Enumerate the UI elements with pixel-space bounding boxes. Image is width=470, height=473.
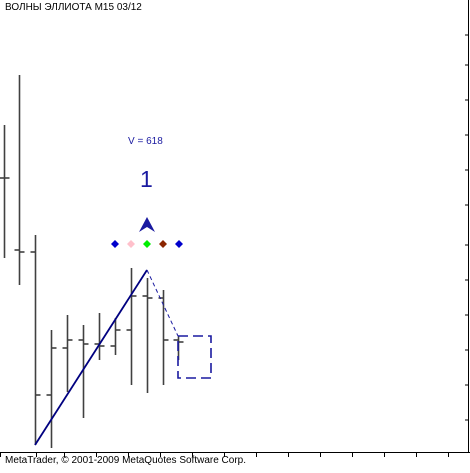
elliott-wave-line (34, 269, 148, 446)
wave-number-label: 1 (140, 166, 153, 192)
chart-title: ВОЛНЫ ЭЛЛИОТА M15 03/12 (5, 2, 142, 13)
diamond-marker-icon (127, 240, 135, 248)
target-box (177, 335, 212, 379)
diamond-marker-icon (159, 240, 167, 248)
diamond-marker-icon (143, 240, 151, 248)
retracement-line (146, 269, 179, 337)
diamond-marker-icon (111, 240, 119, 248)
copyright-text: MetaTrader, © 2001-2009 MetaQuotes Softw… (5, 455, 247, 466)
value-label: V = 618 (128, 136, 163, 147)
diamond-marker-icon (175, 240, 183, 248)
up-arrow-icon (139, 217, 155, 232)
